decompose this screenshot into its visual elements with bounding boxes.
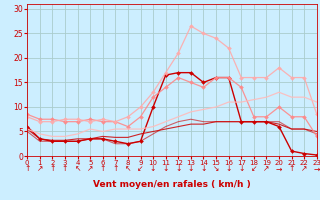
Text: ↓: ↓ — [175, 164, 181, 173]
Text: ↖: ↖ — [74, 164, 81, 173]
Text: ↗: ↗ — [301, 164, 308, 173]
Text: ↓: ↓ — [238, 164, 244, 173]
Text: ↑: ↑ — [288, 164, 295, 173]
Text: ↗: ↗ — [36, 164, 43, 173]
Text: ↑: ↑ — [49, 164, 56, 173]
Text: ↗: ↗ — [263, 164, 270, 173]
Text: ↑: ↑ — [24, 164, 30, 173]
Text: ↓: ↓ — [200, 164, 207, 173]
Text: ↓: ↓ — [188, 164, 194, 173]
Text: ↙: ↙ — [251, 164, 257, 173]
Text: ↓: ↓ — [150, 164, 156, 173]
Text: ↓: ↓ — [226, 164, 232, 173]
X-axis label: Vent moyen/en rafales ( km/h ): Vent moyen/en rafales ( km/h ) — [93, 180, 251, 189]
Text: ↖: ↖ — [125, 164, 131, 173]
Text: ↓: ↓ — [163, 164, 169, 173]
Text: →: → — [314, 164, 320, 173]
Text: ↘: ↘ — [213, 164, 219, 173]
Text: ↑: ↑ — [112, 164, 118, 173]
Text: ↑: ↑ — [62, 164, 68, 173]
Text: ↑: ↑ — [100, 164, 106, 173]
Text: ↗: ↗ — [87, 164, 93, 173]
Text: ↙: ↙ — [137, 164, 144, 173]
Text: →: → — [276, 164, 282, 173]
